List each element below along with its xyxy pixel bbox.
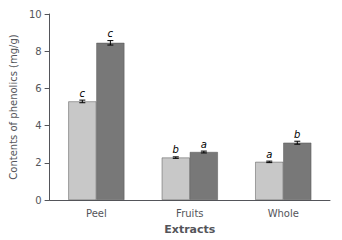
svg-text:c: c [108, 28, 114, 39]
svg-text:Extracts: Extracts [164, 223, 215, 236]
svg-text:6: 6 [35, 83, 41, 94]
svg-text:Whole: Whole [268, 208, 299, 219]
svg-text:4: 4 [35, 120, 41, 131]
svg-text:10: 10 [29, 9, 42, 20]
svg-text:a: a [201, 139, 207, 150]
svg-text:2: 2 [35, 157, 41, 168]
svg-text:b: b [173, 144, 179, 155]
svg-text:Peel: Peel [86, 208, 107, 219]
svg-text:Contents of phenolics (mg/g): Contents of phenolics (mg/g) [8, 34, 19, 179]
svg-text:a: a [266, 149, 272, 160]
svg-text:b: b [294, 129, 300, 140]
svg-text:Fruits: Fruits [176, 208, 203, 219]
svg-text:c: c [80, 88, 86, 99]
svg-text:0: 0 [35, 195, 41, 206]
svg-text:8: 8 [35, 46, 41, 57]
